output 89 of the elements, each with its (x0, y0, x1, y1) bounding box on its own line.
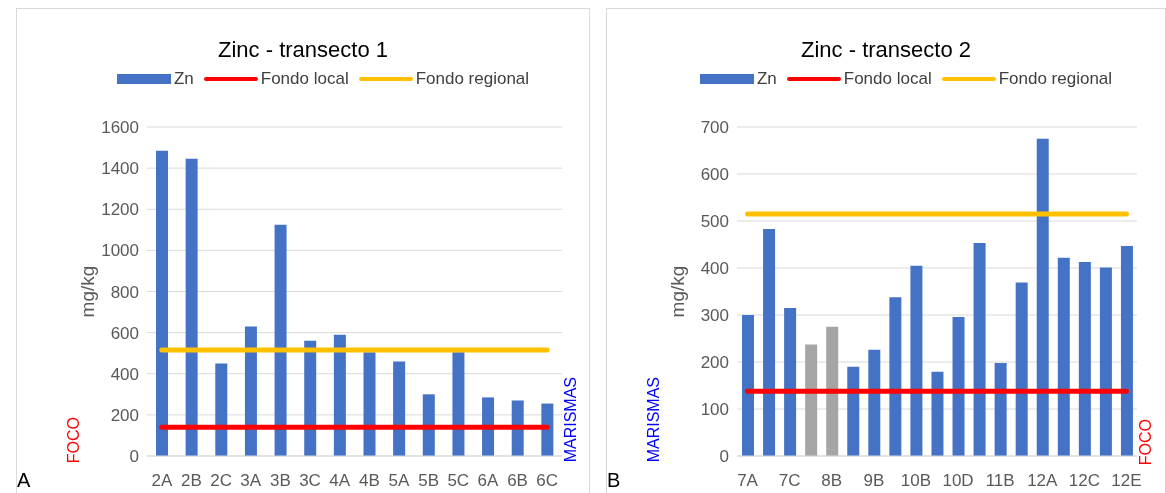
bar (1120, 245, 1133, 456)
bar (511, 400, 524, 456)
bar (826, 326, 839, 456)
chart-title: Zinc - transecto 1 (217, 37, 389, 63)
x-tick-label: 4B (358, 471, 380, 491)
x-tick-label: 10D (942, 471, 974, 491)
chart-title: Zinc - transecto 2 (800, 37, 972, 63)
annotation: FOCO (1137, 419, 1155, 466)
x-tick-label: 2B (181, 471, 202, 491)
bar (274, 224, 287, 456)
y-tick-label: 100 (700, 400, 729, 420)
bar (763, 228, 776, 456)
legend-label: Zn (755, 69, 777, 89)
bar (422, 394, 435, 456)
legend-label: Fondo local (842, 69, 932, 89)
bar (244, 326, 257, 456)
y-tick-label: 1000 (101, 241, 139, 261)
x-tick-label: 6A (477, 471, 499, 491)
text: FOCO (65, 417, 83, 464)
x-tick-label: 5A (388, 471, 411, 491)
bar (452, 352, 465, 456)
y-tick-label: 1600 (101, 118, 139, 138)
bar (805, 344, 818, 456)
x-tick-label: 9B (863, 471, 885, 491)
x-tick-label: 5C (447, 471, 470, 491)
bar (784, 307, 797, 456)
y-tick-label: 600 (110, 323, 139, 343)
x-tick-label: 7C (778, 471, 801, 491)
bar (973, 243, 986, 456)
bar (541, 403, 554, 456)
bar (910, 265, 923, 456)
bar (1057, 257, 1070, 456)
y-tick-label: 400 (110, 364, 139, 384)
bar (393, 361, 406, 456)
y-tick-label: 0 (129, 447, 139, 467)
bar (847, 366, 860, 456)
legend-label: Zn (172, 69, 194, 89)
bar (994, 362, 1007, 456)
text: MARISMAS (645, 377, 663, 463)
y-tick-label: 600 (700, 165, 729, 185)
x-tick-label: 12C (1068, 471, 1100, 491)
legend-label: Fondo regional (414, 69, 530, 89)
text: B (607, 469, 621, 492)
y-tick-label: 1200 (101, 200, 139, 220)
bar (889, 297, 902, 456)
bar (185, 158, 198, 456)
x-tick-label: 2A (151, 471, 173, 491)
bar (742, 315, 754, 456)
y-tick-label: 200 (110, 405, 139, 425)
bar (363, 352, 376, 456)
bar (1036, 138, 1049, 456)
text: A (17, 469, 31, 492)
y-tick-label: 300 (700, 306, 729, 326)
x-tick-label: 3A (240, 471, 262, 491)
bar (333, 334, 346, 456)
x-tick-label: 2C (210, 471, 232, 491)
y-tick-label: 700 (700, 118, 729, 138)
x-tick-label: 10B (900, 471, 932, 491)
legend-label: Fondo regional (997, 69, 1113, 89)
y-axis-title: mg/kg (76, 265, 98, 318)
x-tick-label: 11B (985, 471, 1015, 491)
x-tick-label: 8B (821, 471, 843, 491)
bar (868, 349, 881, 456)
y-tick-label: 500 (700, 212, 729, 232)
x-tick-label: 5B (418, 471, 440, 491)
bar (952, 316, 965, 456)
legend-label: Fondo local (259, 69, 349, 89)
annotation: MARISMAS (562, 377, 580, 463)
x-tick-label: 3C (299, 471, 321, 491)
x-tick-label: 3B (269, 471, 291, 491)
x-tick-label: 12E (1111, 471, 1142, 491)
y-tick-label: 200 (700, 353, 729, 373)
y-tick-label: 0 (719, 447, 729, 467)
x-tick-label: 7A (737, 471, 759, 491)
x-tick-label: 6B (507, 471, 528, 491)
bar (1015, 282, 1028, 456)
y-axis-title: mg/kg (666, 265, 688, 318)
y-tick-label: 800 (110, 282, 139, 302)
bar (482, 397, 495, 456)
bar (215, 363, 228, 456)
x-tick-label: 6C (536, 471, 559, 491)
y-tick-label: 400 (700, 259, 729, 279)
x-tick-label: 4A (329, 471, 351, 491)
bar (931, 371, 944, 456)
x-tick-label: 12A (1027, 471, 1059, 491)
bar (156, 150, 168, 456)
y-tick-label: 1400 (101, 159, 139, 179)
bar (1078, 261, 1091, 456)
bar (1099, 267, 1112, 456)
